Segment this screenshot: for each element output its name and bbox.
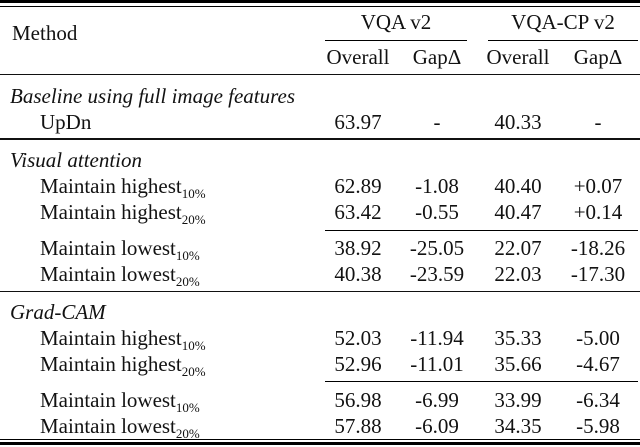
partial-rule-row <box>0 226 640 236</box>
value-cell: 62.89 <box>334 174 382 198</box>
method-column-header: Method <box>12 20 78 45</box>
method-label: Maintain highest <box>40 200 182 224</box>
section-rule <box>0 138 640 140</box>
partial-rule-row <box>0 377 640 387</box>
value-cell: -6.34 <box>576 387 620 412</box>
group-header-vqa-v2: VQA v2 <box>325 7 467 41</box>
table-row: Maintain lowest20% 57.88 -6.09 34.35 -5.… <box>0 413 640 441</box>
table-row: Maintain lowest20% 40.38 -23.59 22.03 -1… <box>0 262 640 288</box>
method-label: Maintain lowest <box>40 236 176 260</box>
method-label: Maintain lowest <box>40 413 176 438</box>
method-cell: Maintain highest10% <box>0 325 322 353</box>
value-cell: -18.26 <box>570 236 626 260</box>
method-subscript: 20% <box>181 363 206 379</box>
value-cell: -4.67 <box>576 351 620 376</box>
method-subscript: 10% <box>175 248 200 264</box>
method-subscript: 10% <box>175 399 200 415</box>
section-label: Baseline using full image features <box>10 83 296 108</box>
partial-rule <box>325 229 638 236</box>
method-cell: Maintain lowest20% <box>0 262 322 290</box>
value-cell: 40.38 <box>334 262 382 286</box>
value-cell: -23.59 <box>409 262 465 286</box>
table-row: Maintain highest20% 63.42 -0.55 40.47 +0… <box>0 200 640 226</box>
top-rule-thin <box>0 5 640 7</box>
value-cell: 52.96 <box>334 351 382 376</box>
value-cell: 63.97 <box>334 109 382 134</box>
value-cell: 56.98 <box>334 387 382 412</box>
value-cell: 40.47 <box>494 200 542 224</box>
table-header: Method VQA v2 VQA-CP v2 Overall GapΔ Ove… <box>0 7 640 74</box>
group-header-label: VQA-CP v2 <box>511 9 615 34</box>
column-header-gap: GapΔ <box>573 44 623 69</box>
method-label: Maintain lowest <box>40 262 176 286</box>
value-cell: 22.03 <box>494 262 542 286</box>
value-cell: -6.99 <box>415 387 459 412</box>
column-header-overall: Overall <box>326 44 390 69</box>
value-cell: +0.14 <box>573 200 623 224</box>
method-label: Maintain highest <box>40 174 182 198</box>
value-cell: 63.42 <box>334 200 382 224</box>
table-row: Maintain lowest10% 56.98 -6.99 33.99 -6.… <box>0 387 640 415</box>
value-cell: 22.07 <box>494 236 542 260</box>
method-subscript: 20% <box>181 212 206 228</box>
value-cell: -11.01 <box>410 351 464 376</box>
value-cell: 40.40 <box>494 174 542 198</box>
value-cell: 35.66 <box>494 351 542 376</box>
group-header-label: VQA v2 <box>360 9 432 34</box>
value-cell: -25.05 <box>409 236 465 260</box>
method-subscript: 20% <box>175 425 200 441</box>
partial-rule <box>325 381 638 387</box>
method-subscript: 20% <box>175 274 200 290</box>
value-cell: 40.33 <box>494 109 542 134</box>
method-subscript: 10% <box>181 186 206 202</box>
table-row: Maintain highest20% 52.96 -11.01 35.66 -… <box>0 351 640 379</box>
bottom-rule-thick <box>0 442 640 445</box>
group-header-vqa-cp-v2: VQA-CP v2 <box>488 7 638 41</box>
value-cell: -6.09 <box>415 413 459 438</box>
column-header-gap: GapΔ <box>412 44 462 69</box>
method-cell: Maintain lowest10% <box>0 387 322 415</box>
section-row-baseline: Baseline using full image features <box>0 83 640 109</box>
value-cell: 35.33 <box>494 325 542 350</box>
table-row: Maintain highest10% 52.03 -11.94 35.33 -… <box>0 325 640 353</box>
method-label: Maintain highest <box>40 325 182 350</box>
table-row: Maintain highest10% 62.89 -1.08 40.40 +0… <box>0 174 640 200</box>
value-cell: 33.99 <box>494 387 542 412</box>
value-cell: 52.03 <box>334 325 382 350</box>
method-cell: Maintain lowest10% <box>0 236 322 264</box>
value-cell: -17.30 <box>570 262 626 286</box>
method-cell: Maintain lowest20% <box>0 413 322 441</box>
method-label: Maintain highest <box>40 351 182 376</box>
table-row: Maintain lowest10% 38.92 -25.05 22.07 -1… <box>0 236 640 262</box>
value-cell: -1.08 <box>415 174 459 198</box>
method-label: Maintain lowest <box>40 387 176 412</box>
value-cell: -5.98 <box>576 413 620 438</box>
value-cell: - <box>594 109 602 134</box>
top-rule-thick <box>0 0 640 3</box>
section-row-grad-cam: Grad-CAM <box>0 299 640 325</box>
value-cell: 38.92 <box>334 236 382 260</box>
method-cell: Maintain highest20% <box>0 351 322 379</box>
value-cell: 34.35 <box>494 413 542 438</box>
bottom-rule-thin <box>0 439 640 440</box>
method-subscript: 10% <box>181 337 206 353</box>
method-cell: Maintain highest20% <box>0 200 322 228</box>
method-cell: UpDn <box>0 110 322 135</box>
section-row-visual-attention: Visual attention <box>0 148 640 174</box>
section-label: Grad-CAM <box>10 299 106 324</box>
value-cell: -0.55 <box>415 200 459 224</box>
method-cell: Maintain highest10% <box>0 174 322 202</box>
table-row: UpDn 63.97 - 40.33 - <box>0 109 640 135</box>
section-rule <box>0 290 640 292</box>
section-label: Visual attention <box>10 148 143 172</box>
value-cell: -5.00 <box>576 325 620 350</box>
column-header-overall: Overall <box>486 44 550 69</box>
value-cell: 57.88 <box>334 413 382 438</box>
value-cell: - <box>433 109 441 134</box>
value-cell: -11.94 <box>410 325 464 350</box>
method-label: UpDn <box>40 109 92 134</box>
value-cell: +0.07 <box>573 174 623 198</box>
header-rule <box>0 73 640 75</box>
